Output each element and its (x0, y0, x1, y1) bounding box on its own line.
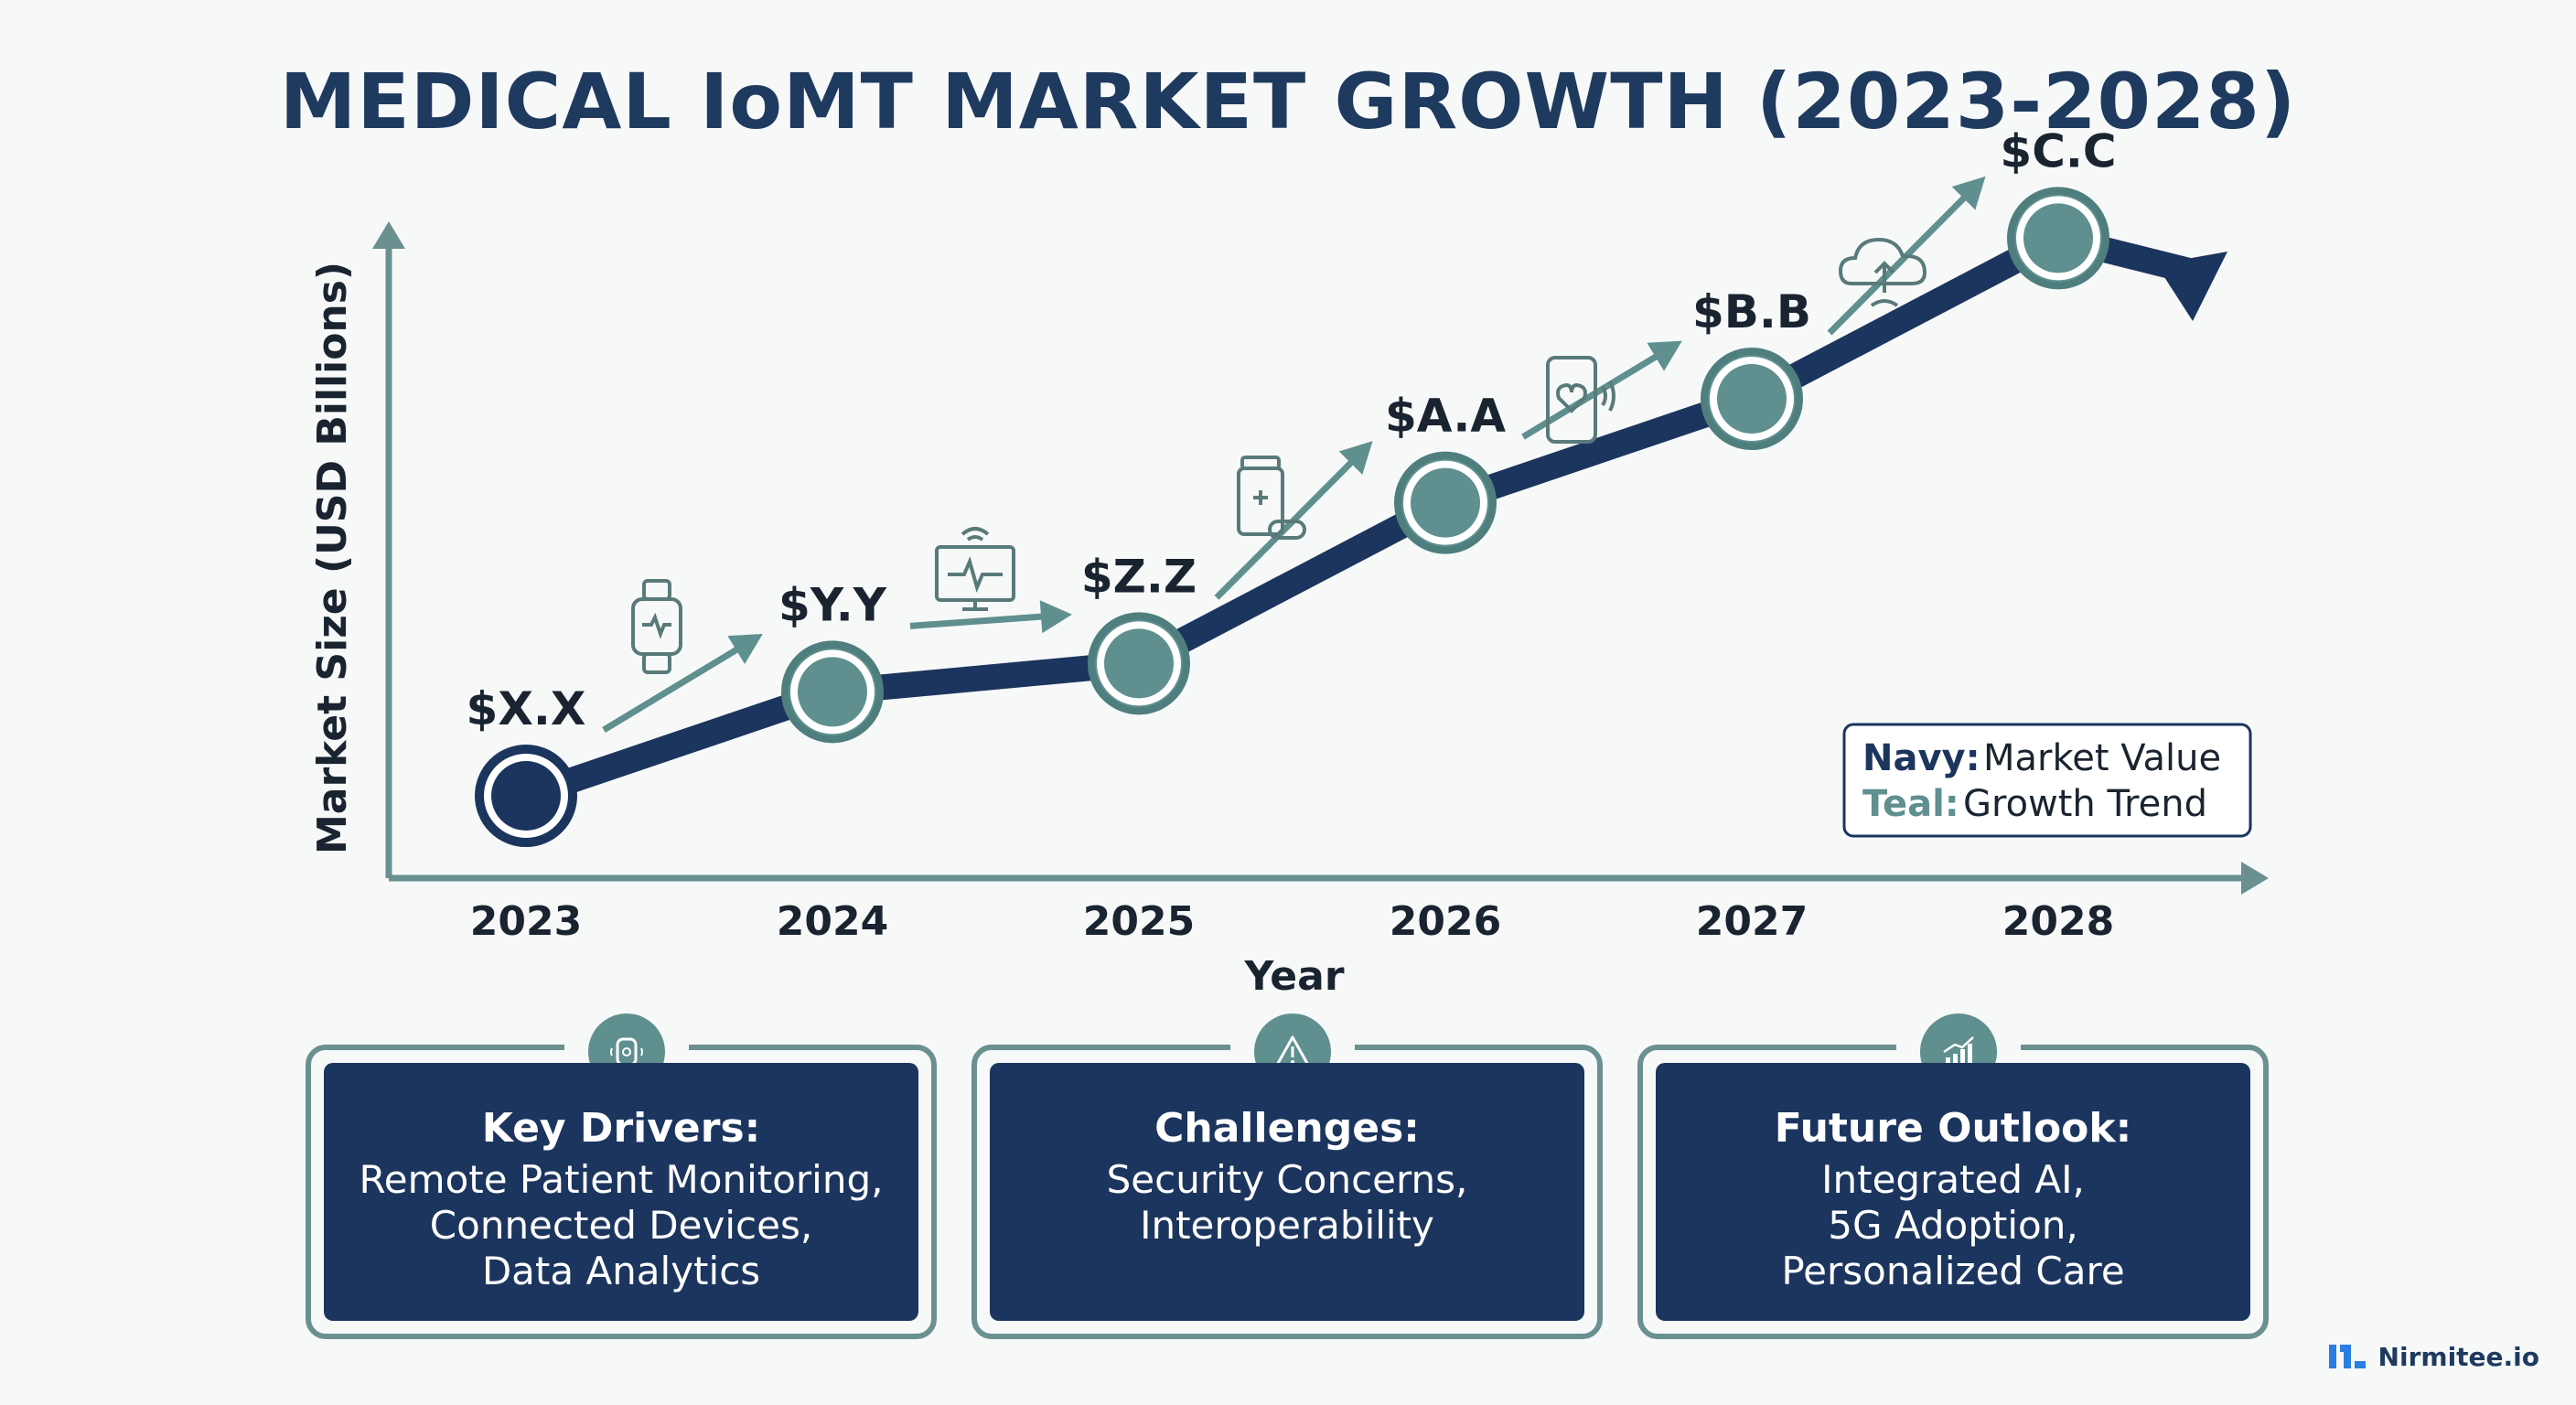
data-point-border (1088, 612, 1190, 715)
trend-arrow (1214, 453, 1361, 600)
smartwatch-heart-icon (631, 579, 682, 674)
card-future-outlook: Future Outlook: Integrated AI, 5G Adopti… (1637, 1014, 2269, 1339)
data-label: $A.A (1385, 390, 1506, 443)
data-point (798, 657, 867, 727)
data-label: $Y.Y (778, 578, 887, 631)
brand-name: Nirmitee.io (2377, 1341, 2539, 1372)
x-tick-label: 2025 (1083, 898, 1195, 945)
x-axis-label: Year (1243, 953, 1344, 1000)
card-challenges: Challenges: Security Concerns, Interoper… (971, 1014, 1603, 1339)
card-line: Security Concerns, (1106, 1157, 1468, 1202)
chart-title: MEDICAL IoMT MARKET GROWTH (2023-2028) (279, 57, 2297, 146)
data-point (491, 761, 561, 831)
card-line: Personalized Care (1781, 1249, 2125, 1293)
trend-arrow (602, 641, 747, 733)
trend-arrowhead (727, 633, 763, 664)
card-key-drivers: Key Drivers: Remote Patient Monitoring, … (306, 1014, 937, 1339)
data-point (2023, 203, 2093, 273)
trend-arrowhead (1951, 176, 1986, 210)
card-line: Connected Devices, (429, 1203, 813, 1248)
card-line: Interoperability (1140, 1203, 1434, 1248)
x-tick-label: 2023 (470, 898, 582, 945)
data-point (1104, 628, 1174, 699)
data-point-border (475, 745, 577, 847)
legend-box (1842, 723, 2252, 838)
cloud-upload-icon (1838, 237, 1927, 307)
card-title: Key Drivers: (481, 1105, 761, 1152)
medicine-bottle-icon (1237, 456, 1306, 540)
legend-text: Market Value (1983, 737, 2221, 779)
legend-key: Teal: (1862, 783, 1959, 825)
data-label: $Z.Z (1081, 550, 1197, 603)
data-label: $X.X (467, 682, 586, 735)
y-axis-label: Market Size (USD Billions) (309, 262, 356, 854)
legend-key: Navy: (1862, 737, 1980, 779)
trend-arrowhead (1647, 340, 1682, 371)
card-line: Integrated AI, (1821, 1157, 2085, 1202)
monitor-ecg-icon (935, 527, 1015, 611)
card-line: Data Analytics (481, 1249, 761, 1293)
card-title: Challenges: (1154, 1105, 1420, 1152)
x-tick-label: 2028 (2002, 898, 2114, 945)
data-label: $B.B (1692, 285, 1811, 338)
data-point-border (2007, 187, 2109, 290)
x-tick-label: 2024 (777, 898, 888, 945)
x-tick-label: 2026 (1390, 898, 1501, 945)
data-point-border (1701, 348, 1803, 450)
card-title: Future Outlook: (1774, 1105, 2132, 1152)
series-arrowhead (2156, 252, 2227, 321)
trend-arrow (1827, 188, 1974, 336)
data-point (1717, 364, 1787, 434)
data-label: $C.C (2000, 124, 2116, 177)
x-axis-arrow (2241, 862, 2269, 895)
nirmitee-logo-icon (2328, 1345, 2366, 1368)
series-line (513, 225, 2213, 809)
data-point (1411, 467, 1480, 538)
data-point-border (781, 640, 884, 744)
data-point-border (1394, 451, 1497, 554)
legend-text: Growth Trend (1963, 783, 2207, 825)
card-line: Remote Patient Monitoring, (359, 1157, 884, 1202)
phone-heart-icon (1546, 356, 1615, 444)
trend-arrowhead (1039, 600, 1072, 634)
card-line: 5G Adoption, (1828, 1203, 2078, 1248)
trend-arrowhead (1338, 441, 1373, 475)
y-axis-arrow (372, 221, 405, 249)
brand: Nirmitee.io (2327, 1341, 2539, 1372)
x-tick-label: 2027 (1696, 898, 1808, 945)
line-chart: Market Size (USD Billions) 2023 2024 2025 20… (309, 124, 2269, 1000)
trend-arrow (909, 612, 1053, 629)
